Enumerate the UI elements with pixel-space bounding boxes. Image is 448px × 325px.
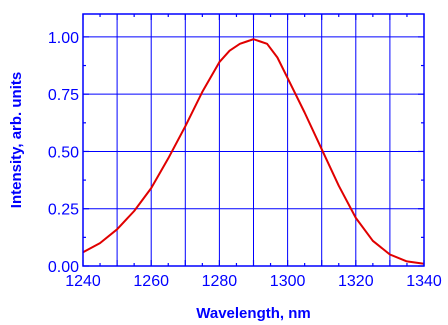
x-tick-label: 1340 — [406, 273, 442, 290]
x-tick-label: 1280 — [202, 273, 238, 290]
tick-labels: 1240 1260 1280 1300 1320 1340 0.00 0.25 0.50 0.75… — [48, 30, 442, 290]
x-axis-title: Wavelength, nm — [196, 305, 310, 322]
series-line — [82, 38, 425, 265]
x-tick-label: 1320 — [338, 273, 374, 290]
y-tick-label: 0.50 — [48, 144, 79, 161]
x-tick-label: 1240 — [65, 273, 101, 290]
y-axis-title: Intensity, arb. units — [8, 72, 25, 208]
x-tick-label: 1300 — [270, 273, 306, 290]
grid — [83, 14, 424, 266]
y-tick-label: 0.75 — [48, 87, 79, 104]
y-tick-label: 1.00 — [48, 30, 79, 47]
y-tick-label: 0.00 — [48, 259, 79, 276]
y-tick-label: 0.25 — [48, 202, 79, 219]
x-tick-label: 1260 — [133, 273, 169, 290]
plot-line — [82, 38, 425, 265]
ticks — [82, 14, 425, 267]
